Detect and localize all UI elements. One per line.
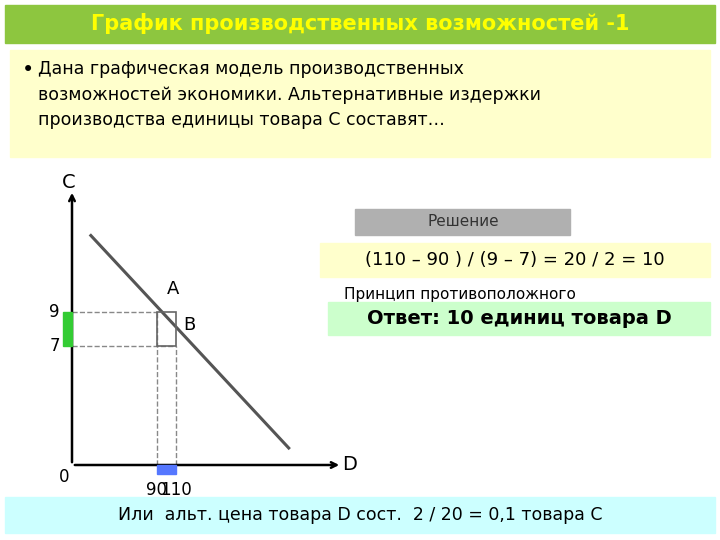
Bar: [355, 209, 570, 235]
Text: B: B: [184, 316, 196, 334]
Text: Решение: Решение: [427, 214, 499, 230]
Text: •: •: [22, 60, 35, 80]
Text: (110 – 90 ) / (9 – 7) = 20 / 2 = 10: (110 – 90 ) / (9 – 7) = 20 / 2 = 10: [365, 251, 665, 269]
Bar: [10, 50, 710, 157]
Text: Принцип противоположного: Принцип противоположного: [344, 287, 576, 302]
Text: График производственных возможностей -1: График производственных возможностей -1: [91, 14, 629, 35]
Text: C: C: [62, 172, 76, 192]
Text: 9: 9: [50, 303, 60, 321]
Text: Или  альт. цена товара D сост.  2 / 20 = 0,1 товара С: Или альт. цена товара D сост. 2 / 20 = 0…: [118, 506, 602, 524]
Bar: [5, 497, 715, 533]
Text: Дана графическая модель производственных
возможностей экономики. Альтернативные : Дана графическая модель производственных…: [38, 60, 541, 130]
Bar: [157, 312, 176, 346]
Text: 90: 90: [146, 481, 167, 499]
Bar: [157, 465, 176, 474]
Bar: [320, 243, 710, 277]
Text: Ответ: 10 единиц товара D: Ответ: 10 единиц товара D: [366, 309, 671, 328]
Bar: [63, 312, 72, 346]
Text: 0: 0: [59, 468, 69, 486]
Text: D: D: [343, 456, 357, 475]
Bar: [5, 5, 715, 43]
Text: 110: 110: [160, 481, 192, 499]
Bar: [328, 302, 710, 335]
Text: 7: 7: [50, 337, 60, 355]
Text: A: A: [167, 280, 179, 298]
